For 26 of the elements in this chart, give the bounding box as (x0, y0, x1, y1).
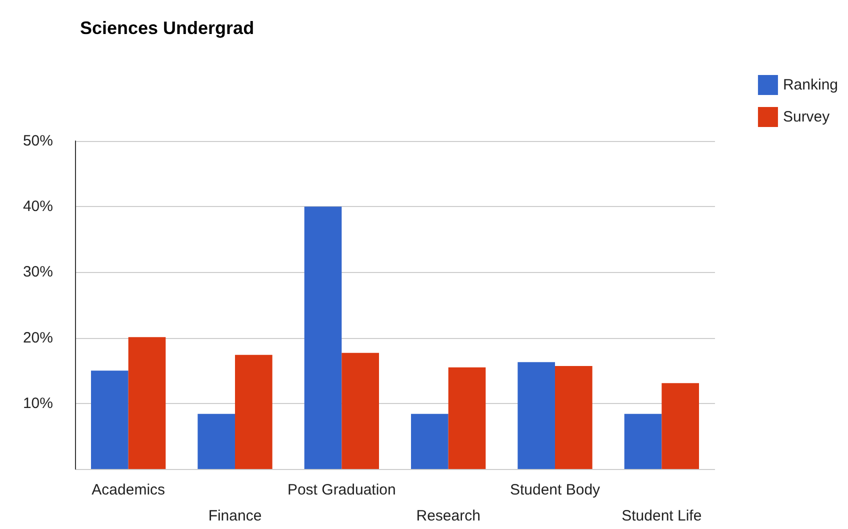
chart-title: Sciences Undergrad (80, 18, 254, 38)
y-tick-label: 30% (22, 264, 53, 281)
bar (624, 414, 662, 469)
y-tick-label: 20% (22, 329, 53, 346)
y-tick-label: 40% (22, 198, 53, 216)
x-tick-label: Student Life (622, 508, 702, 524)
bar (235, 354, 272, 469)
bar (128, 337, 166, 469)
bar (91, 370, 128, 469)
y-tick-label: 50% (22, 132, 53, 150)
bar (518, 362, 555, 469)
bar (342, 352, 379, 469)
bar (411, 414, 448, 469)
y-tick-label: 10% (22, 394, 53, 412)
x-tick-label: Post Graduation (287, 482, 396, 498)
x-tick-label: Research (416, 508, 480, 524)
bar (555, 366, 592, 469)
bar (198, 414, 235, 469)
x-tick-label: Student Body (510, 482, 601, 498)
legend-label: Survey (782, 108, 830, 126)
bar (448, 367, 486, 469)
bar (662, 383, 699, 469)
bar (304, 206, 342, 469)
legend-label: Ranking (782, 76, 838, 94)
x-tick-label: Finance (208, 508, 262, 524)
x-tick-label: Academics (92, 482, 166, 498)
